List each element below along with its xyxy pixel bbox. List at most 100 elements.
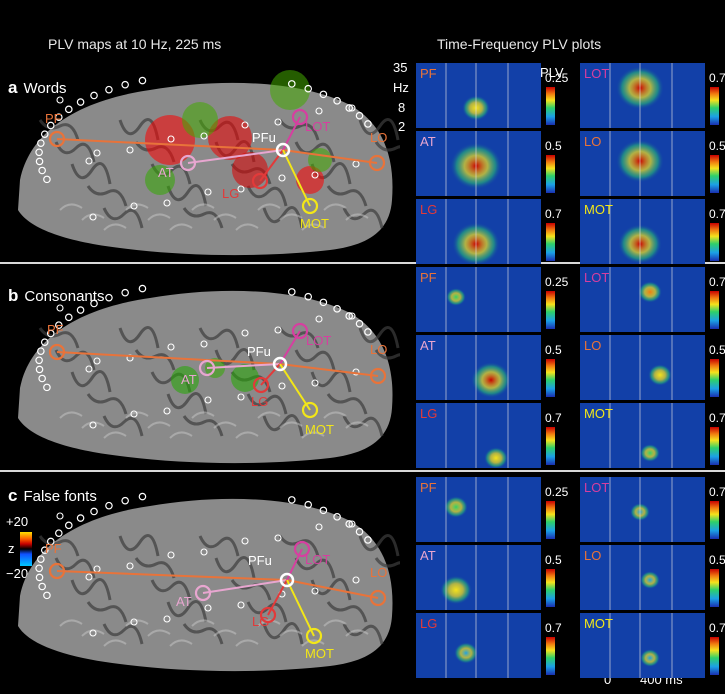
activation-blob (208, 116, 252, 160)
plv-colorbar (546, 501, 555, 539)
gyrus-highlight (147, 629, 171, 637)
tf-cell-label: MOT (584, 616, 613, 631)
node-lg (251, 172, 269, 190)
sulcus (166, 600, 208, 623)
tf-cell-label: LOT (584, 66, 610, 81)
brain-label-pfu: PFu (247, 344, 271, 359)
brain-label-lg: LG (222, 186, 239, 201)
plv-colorbar (546, 637, 555, 675)
plv-colorbar (546, 291, 555, 329)
electrode-marker (241, 121, 249, 129)
electrode-marker (55, 113, 63, 121)
z-colorbar (20, 532, 32, 566)
gyrus-highlight (103, 431, 127, 439)
electrode-marker (90, 299, 98, 308)
arrow-to-lo (286, 579, 379, 599)
electrode-marker (287, 288, 296, 296)
electrode-marker (130, 202, 138, 210)
electrode-marker (304, 500, 313, 509)
arrow-from-mot (286, 579, 315, 637)
tf-cell-label: LOT (584, 270, 610, 285)
electrode-marker (55, 321, 63, 329)
tf-plot-mot: MOT (580, 199, 705, 264)
electrode-marker (85, 365, 93, 373)
electrode-marker (355, 111, 364, 120)
separator-1 (0, 262, 725, 264)
tf-plot-lot: LOT (580, 267, 705, 332)
electrode-marker (333, 305, 341, 313)
electrode-marker (43, 591, 51, 600)
arrow-to-lo (279, 363, 379, 377)
gyrus-highlight (191, 619, 215, 627)
node-lg (259, 606, 277, 624)
tf-cell-label: LG (420, 406, 438, 421)
electrode-marker (89, 629, 97, 637)
tf-plot-mot: MOT (580, 613, 705, 678)
tf-activation (648, 364, 672, 386)
electrode-marker (333, 513, 341, 521)
tf-activation (640, 649, 660, 667)
electrode-marker (126, 146, 134, 154)
electrode-marker (241, 537, 249, 545)
tf-plot-lot: LOT (580, 63, 705, 128)
sulcus (358, 534, 400, 557)
tf-cell-label: AT (420, 134, 436, 149)
electrode-marker (348, 520, 356, 528)
electrode-marker (40, 338, 49, 346)
sulcus (374, 557, 400, 568)
gyrus-highlight (257, 411, 281, 419)
plv-scale-max: 0.5 (545, 343, 562, 357)
arrow-to-pf (56, 351, 281, 365)
node-mot (301, 401, 319, 419)
sulcus (102, 623, 144, 645)
electrode-marker (355, 527, 364, 536)
plv-colorbar (710, 637, 719, 675)
plv-scale-max: 0.5 (709, 139, 725, 153)
arrow-to-at (206, 363, 281, 369)
brain-label-mot: MOT (305, 422, 334, 437)
electrode-marker (364, 328, 372, 336)
electrode-marker (93, 357, 101, 365)
node-mot (305, 627, 323, 645)
arrow-to-lg (260, 363, 281, 386)
gyrus-highlight (59, 619, 83, 627)
electrode-marker (167, 551, 175, 559)
sulcus (86, 601, 128, 623)
electrode-marker (105, 293, 113, 302)
arrow-from-mot (279, 363, 311, 411)
sulcus (118, 534, 160, 557)
gyrus-highlight (169, 223, 193, 231)
brain-map-false-fonts: PF LO AT LG LOT MOT PFu (18, 492, 400, 672)
sulcus (70, 578, 112, 601)
plv-colorbar (546, 569, 555, 607)
sulcus (326, 601, 368, 623)
electrode-marker (278, 174, 286, 182)
electrode-marker (138, 284, 147, 293)
gyrus-highlight (103, 223, 127, 231)
electrode-marker (200, 132, 208, 140)
tf-plot-lo: LO (580, 131, 705, 196)
time-0-label: 0 (604, 672, 612, 687)
sulcus (294, 349, 336, 371)
electrode-marker (130, 618, 138, 626)
electrode-marker (56, 304, 64, 312)
electrode-marker (200, 548, 208, 556)
plv-colorbar (710, 359, 719, 397)
brain-label-pf: PF (47, 322, 64, 337)
node-lo (369, 367, 387, 385)
arrow-to-at (202, 579, 288, 594)
brain-label-pfu: PFu (248, 553, 272, 568)
plv-colorbar (710, 87, 719, 125)
gyrus-highlight (169, 639, 193, 647)
sulcus (294, 557, 336, 579)
right-header: Time-Frequency PLV plots (437, 36, 602, 52)
sulcus (262, 414, 304, 437)
tf-plot-lo: LO (580, 545, 705, 610)
gyrus-highlight (191, 411, 215, 419)
node-lg (252, 376, 270, 394)
activation-blob (145, 165, 175, 195)
sulcus (150, 579, 192, 601)
electrode-marker (345, 520, 354, 528)
electrode-marker (130, 410, 138, 418)
electrode-marker (38, 582, 46, 591)
